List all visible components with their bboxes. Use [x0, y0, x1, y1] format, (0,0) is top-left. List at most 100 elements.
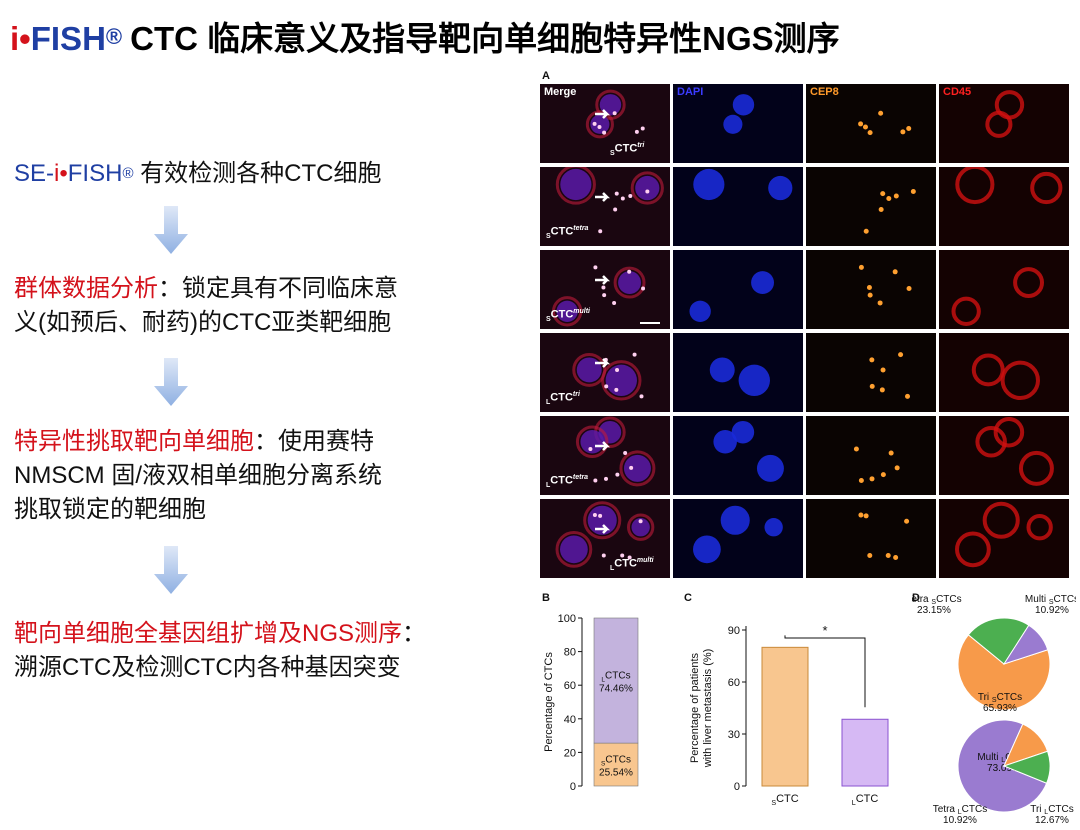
title-text: CTC 临床意义及指导靶向单细胞特异性NGS测序 [130, 20, 840, 57]
brand-fish: FISH [30, 20, 106, 57]
y-axis-label-line2: with liver metastasis (%) [702, 649, 714, 769]
segment-name-label: SCTCs [601, 755, 631, 768]
micrograph-dapi-row1: DAPI [673, 84, 803, 163]
pie-label-name: Tri SCTCs [978, 692, 1022, 704]
step2-colon: ： [158, 275, 182, 302]
step1-reg: ® [122, 165, 134, 182]
down-arrow-icon [154, 206, 188, 254]
micrograph-cep8-row5 [806, 416, 936, 495]
step1-fish: FISH [67, 160, 123, 187]
step4-head: 靶向单细胞全基因组扩增及NGS测序 [14, 620, 403, 647]
step-2: 群体数据分析：锁定具有不同临床意 义(如预后、耐药)的CTC亚类靶细胞 [14, 272, 398, 340]
step4-line2: 溯源CTC及检测CTC内各种基因突变 [14, 654, 401, 681]
micrograph-merge-row4: LCTCtri [540, 333, 670, 412]
down-arrow-icon [154, 546, 188, 594]
bar-SCTC [761, 646, 809, 787]
micrograph-cep8-row4 [806, 333, 936, 412]
step-1: SE-i•FISH® 有效检测各种CTC细胞 [14, 157, 382, 191]
pie-slice-tri-sctcs [957, 634, 1051, 711]
figure-panels: A Merge SCTCtri DAPI CEP8 CD45 SCTCtetra SCTCm… [538, 70, 1078, 830]
significance-bracket [784, 635, 866, 708]
pie-slice-multi-sctcs [1002, 624, 1049, 665]
down-arrow-icon [154, 358, 188, 406]
micrograph-cd45-row1: CD45 [939, 84, 1069, 163]
x-tick-label: SCTC [771, 793, 798, 807]
micrograph-dapi-row6 [673, 499, 803, 578]
brand-registered: ® [105, 24, 123, 49]
step3-line1: 使用赛特 [278, 428, 374, 455]
step1-i: i [54, 160, 60, 187]
micrograph-cep8-row2 [806, 167, 936, 246]
y-tick-label: 0 [734, 781, 740, 793]
brand-i: i [10, 20, 20, 57]
bar-segment-SCTCs [593, 742, 639, 787]
pie-label-name: Multi SCTCs [1025, 594, 1076, 606]
pie-slice-tetra-sctcs [967, 617, 1030, 665]
pie-label-value: 73.09% [987, 763, 1021, 774]
pie-label-name: Tri LCTCs [1030, 804, 1074, 816]
channel-label-cep8: CEP8 [810, 86, 839, 98]
y-axis-label: Percentage of CTCs [543, 652, 555, 752]
segment-name-label: LCTCs [601, 671, 630, 684]
y-tick-label: 30 [728, 729, 740, 741]
step-4: 靶向单细胞全基因组扩增及NGS测序： 溯源CTC及检测CTC内各种基因突变 [14, 617, 426, 685]
pie-slice-multi-lctcs [957, 719, 1048, 813]
panel-a-label: A [542, 70, 550, 82]
page-title: i•FISH® CTC 临床意义及指导靶向单细胞特异性NGS测序 [10, 16, 840, 62]
cell-type-label: LCTCtri [546, 391, 580, 406]
micrograph-merge-row3: SCTCmulti [540, 250, 670, 329]
step2-line2: 义(如预后、耐药)的CTC亚类靶细胞 [14, 309, 392, 336]
significance-star: * [822, 623, 827, 638]
y-tick-label: 20 [564, 747, 576, 759]
pie-label-name: Tetra SCTCs [912, 594, 962, 606]
pie-label-value: 23.15% [917, 605, 951, 616]
micrograph-dapi-row4 [673, 333, 803, 412]
cell-type-label: LCTCmulti [610, 557, 654, 572]
micrograph-merge-row5: LCTCtetra [540, 416, 670, 495]
step4-colon: ： [402, 620, 427, 647]
step3-line2: NMSCM 固/液双相单细胞分离系统 [14, 462, 382, 489]
bar-segment-LCTCs [593, 617, 639, 744]
cell-type-label: SCTCmulti [546, 308, 591, 323]
pie-label-name: Tetra LCTCs [933, 804, 987, 816]
x-tick-label: LCTC [852, 793, 879, 807]
pie-label-value: 12.67% [1035, 815, 1069, 826]
chart-c: 0 30 60 90 SCTC LCTC * Percentage of patients wi… [689, 623, 889, 807]
step1-dot: • [59, 160, 68, 187]
pie-label-value: 10.92% [943, 815, 977, 826]
micrograph-cd45-row6 [939, 499, 1069, 578]
channel-label-cd45: CD45 [943, 86, 972, 98]
panel-b-label: B [542, 592, 550, 604]
pie-label-value: 65.93% [983, 703, 1017, 714]
micrograph-merge-row6: LCTCmulti [540, 499, 670, 578]
micrograph-dapi-row2 [673, 167, 803, 246]
y-tick-label: 80 [564, 647, 576, 659]
step3-colon: ： [254, 428, 278, 455]
panel-c-label: C [684, 592, 692, 604]
segment-value-label: 74.46% [599, 684, 633, 695]
channel-label-merge: Merge [544, 86, 577, 98]
pie-label-value: 10.92% [1035, 605, 1069, 616]
micrograph-cep8-row3 [806, 250, 936, 329]
y-tick-label: 40 [564, 714, 576, 726]
y-tick-label: 90 [728, 625, 740, 637]
micrograph-merge-row2: SCTCtetra [540, 167, 670, 246]
micrograph-cep8-row1: CEP8 [806, 84, 936, 163]
micrograph-cd45-row3 [939, 250, 1069, 329]
channel-label-dapi: DAPI [677, 86, 704, 98]
micrograph-dapi-row5 [673, 416, 803, 495]
micrograph-merge-row1: Merge SCTCtri [540, 84, 670, 163]
panel-d-label: D [912, 592, 920, 604]
cell-type-label: SCTCtri [610, 142, 645, 157]
step1-prefix: SE- [14, 160, 55, 187]
brand-dot: • [19, 20, 31, 57]
y-tick-label: 0 [570, 781, 576, 793]
step-3: 特异性挑取靶向单细胞：使用赛特 NMSCM 固/液双相单细胞分离系统 挑取锁定的… [14, 425, 382, 527]
pie-slice-tetra-lctcs [1002, 750, 1051, 784]
segment-value-label: 25.54% [599, 768, 633, 779]
micrograph-cd45-row4 [939, 333, 1069, 412]
y-axis-label-line1: Percentage of patients [689, 652, 701, 763]
y-tick-label: 60 [564, 680, 576, 692]
